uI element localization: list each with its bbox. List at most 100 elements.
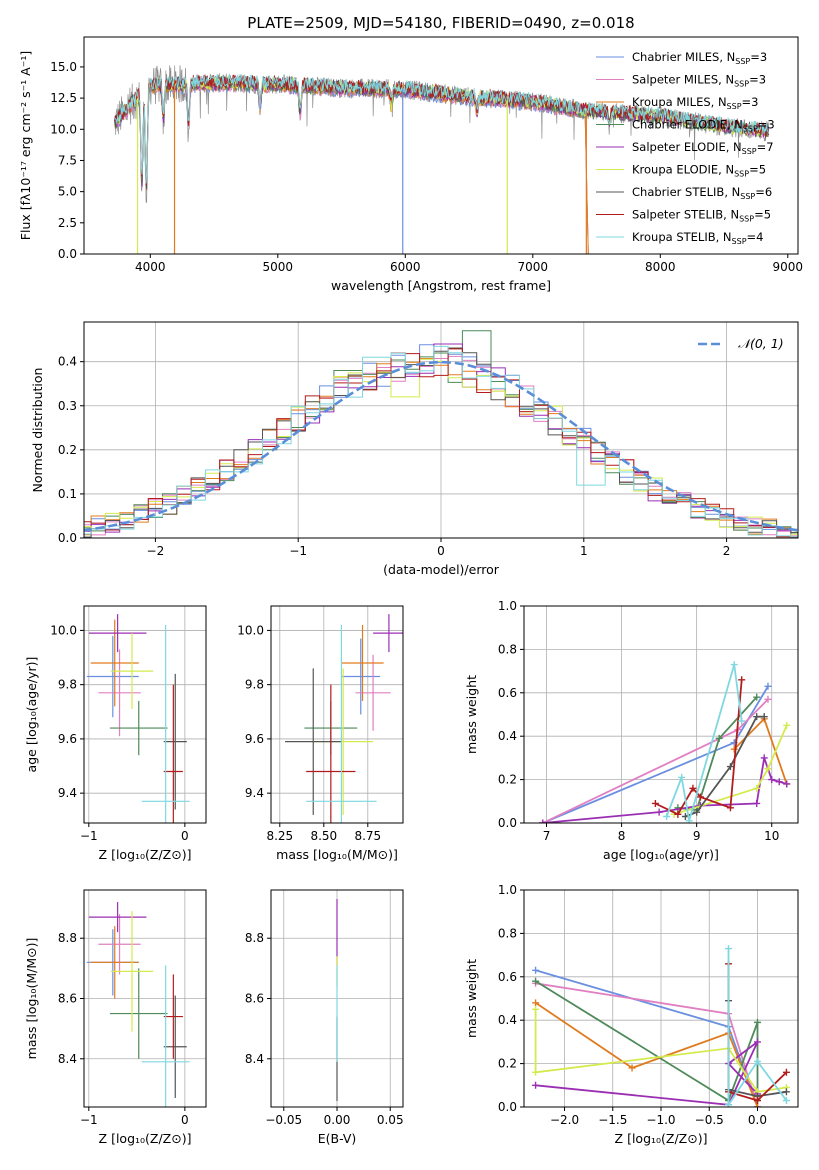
- y-tick-label: 1.0: [498, 599, 517, 613]
- legend-label-subscript: SSP: [734, 80, 749, 89]
- errorbar-point-salpeter-elodie: [88, 902, 147, 933]
- plot-area-mass-vs-z: [84, 890, 206, 1107]
- weight-marker-chabrier-elodie: [753, 1018, 761, 1026]
- weight-marker-chabrier-elodie: [674, 804, 682, 812]
- errorbar-point-kroupa-miles: [90, 619, 139, 707]
- x-tick-label: 0.0: [748, 1113, 767, 1127]
- weight-marker-salpeter-stelib: [689, 784, 697, 792]
- x-tick-label: 8000: [645, 260, 676, 274]
- y-tick-label: 8.4: [58, 1052, 77, 1066]
- weight-marker-kroupa-stelib: [678, 773, 686, 781]
- panel-weight-vs-z: −2.0 −1.5 −1.0 −0.5 0.0 0.0 0.2 0.4 0.6 0.8 1.0 Z […: [464, 883, 799, 1146]
- legend-label-suffix: =5: [754, 208, 771, 222]
- x-tick-label: 5000: [263, 260, 294, 274]
- x-tick-label: 7: [543, 829, 551, 843]
- model-line-salpeter-miles: [114, 78, 589, 254]
- weight-marker-chabrier-stelib: [693, 808, 701, 816]
- plot-area-weight-vs-z: [524, 890, 798, 1107]
- y-axis-label: Normed distribution: [30, 368, 45, 493]
- legend-label-suffix: =3: [750, 50, 767, 64]
- model-line-kroupa-stelib: [114, 73, 770, 184]
- x-axis-label: E(B-V): [318, 1131, 357, 1146]
- weight-marker-chabrier-elodie: [532, 977, 540, 985]
- weight-line-chabrier-elodie: [535, 980, 759, 1102]
- weight-marker-salpeter-elodie: [532, 1081, 540, 1089]
- weight-marker-chabrier-miles: [532, 966, 540, 974]
- x-tick-label: 0.00: [324, 1113, 351, 1127]
- weight-marker-chabrier-stelib: [753, 713, 761, 721]
- weight-marker-kroupa-stelib: [685, 817, 693, 823]
- x-axis-label: Z [log₁₀(Z/Z⊙)]: [99, 847, 192, 862]
- weight-marker-salpeter-stelib: [738, 676, 746, 684]
- axes-frame: [83, 605, 207, 824]
- x-tick-label: 0: [181, 829, 189, 843]
- y-tick-label: 0.2: [498, 773, 517, 787]
- weight-marker-salpeter-elodie: [655, 808, 663, 816]
- x-axis-label: (data-model)/error: [383, 562, 500, 577]
- weight-marker-kroupa-elodie: [532, 1005, 540, 1013]
- weight-marker-salpeter-stelib: [651, 799, 659, 807]
- y-tick-label: 9.8: [245, 678, 264, 692]
- x-tick-label: −1: [80, 829, 98, 843]
- legend-label-normal: 𝒩(0, 1): [738, 336, 784, 351]
- weight-marker-chabrier-elodie: [753, 693, 761, 701]
- x-tick-label: 0.05: [377, 1113, 404, 1127]
- plots-group: Chabrier MILES, NSSP=3 Salpeter MILES, NS…: [18, 36, 803, 1146]
- x-tick-label: −0.5: [695, 1113, 724, 1127]
- x-tick-label: −0.05: [265, 1113, 302, 1127]
- errorbar-point-salpeter-miles: [355, 654, 391, 731]
- legend-label-suffix: =7: [757, 140, 774, 154]
- figure-title: PLATE=2509, MJD=54180, FIBERID=0490, z=0…: [247, 14, 634, 32]
- x-tick-label: 10: [764, 829, 779, 843]
- weight-marker-kroupa-stelib: [738, 717, 746, 725]
- y-tick-label: 0.8: [498, 642, 517, 656]
- panel-age-vs-z: −1 0 9.4 9.6 9.8 10.0 Z [log₁₀(Z/Z⊙)] age [log₁…: [24, 605, 207, 862]
- panel-mass-vs-ebv: −0.05 0.00 0.05 8.4 8.6 8.8 E(B-V): [245, 889, 404, 1146]
- legend-label-suffix: =3: [749, 73, 766, 87]
- weight-line-kroupa-stelib: [727, 948, 788, 1107]
- legend-label-chabrier-miles: Chabrier MILES, NSSP=3: [632, 50, 767, 66]
- errorbar-point-salpeter-elodie: [373, 614, 403, 653]
- x-tick-label: −1.0: [646, 1113, 675, 1127]
- y-tick-label: 9.6: [58, 732, 77, 746]
- weight-marker-kroupa-stelib: [782, 1096, 790, 1104]
- weight-marker-kroupa-elodie: [783, 721, 791, 729]
- y-tick-label: 9.4: [58, 786, 77, 800]
- errorbar-point-chabrier-stelib: [285, 668, 342, 815]
- y-tick-label: 8.4: [245, 1052, 264, 1066]
- y-tick-label: 0.8: [498, 926, 517, 940]
- x-tick-label: 8.25: [266, 829, 293, 843]
- weight-marker-chabrier-stelib: [782, 1088, 790, 1096]
- model-line-kroupa-miles: [114, 76, 589, 254]
- x-tick-label: −1: [289, 544, 307, 558]
- legend-label-suffix: =6: [755, 185, 772, 199]
- y-axis-label: mass weight: [464, 959, 479, 1038]
- weight-marker-kroupa-miles: [730, 745, 738, 753]
- x-tick-label: 0: [181, 1113, 189, 1127]
- legend-label-subscript: SSP: [740, 192, 755, 201]
- weight-marker-kroupa-miles: [532, 999, 540, 1007]
- x-axis-label: age [log₁₀(age/yr)]: [603, 847, 719, 862]
- weight-line-salpeter-stelib: [655, 679, 743, 816]
- weight-marker-chabrier-stelib: [760, 713, 768, 721]
- y-tick-label: 10.0: [237, 623, 264, 637]
- errorbar-point-kroupa-stelib: [141, 965, 190, 1107]
- panel-weight-vs-age: 7 8 9 10 0.0 0.2 0.4 0.6 0.8 1.0 age [log₁₀(age/yr…: [464, 599, 799, 862]
- errorbar-point-chabrier-elodie: [109, 700, 168, 756]
- weight-line-kroupa-miles: [535, 1002, 759, 1107]
- errorbar-point-chabrier-stelib: [163, 673, 187, 810]
- y-tick-label: 9.4: [245, 786, 264, 800]
- axes-frame: [523, 605, 799, 824]
- x-tick-label: 8: [618, 829, 626, 843]
- y-tick-label: 8.6: [58, 992, 77, 1006]
- weight-marker-chabrier-elodie: [715, 734, 723, 742]
- weight-marker-kroupa-elodie: [532, 1068, 540, 1076]
- histogram-kroupa-stelib: [84, 345, 798, 538]
- spectrum-legend: Chabrier MILES, NSSP=3 Salpeter MILES, NS…: [596, 50, 775, 246]
- x-tick-label: −1: [80, 1113, 98, 1127]
- legend-label-subscript: SSP: [742, 147, 757, 156]
- x-axis-label: wavelength [Angstrom, rest frame]: [331, 278, 551, 293]
- y-axis-label: mass [log₁₀(M/M⊙)]: [24, 938, 39, 1060]
- weight-marker-salpeter-elodie: [753, 1038, 761, 1046]
- histogram-salpeter-miles: [84, 355, 798, 537]
